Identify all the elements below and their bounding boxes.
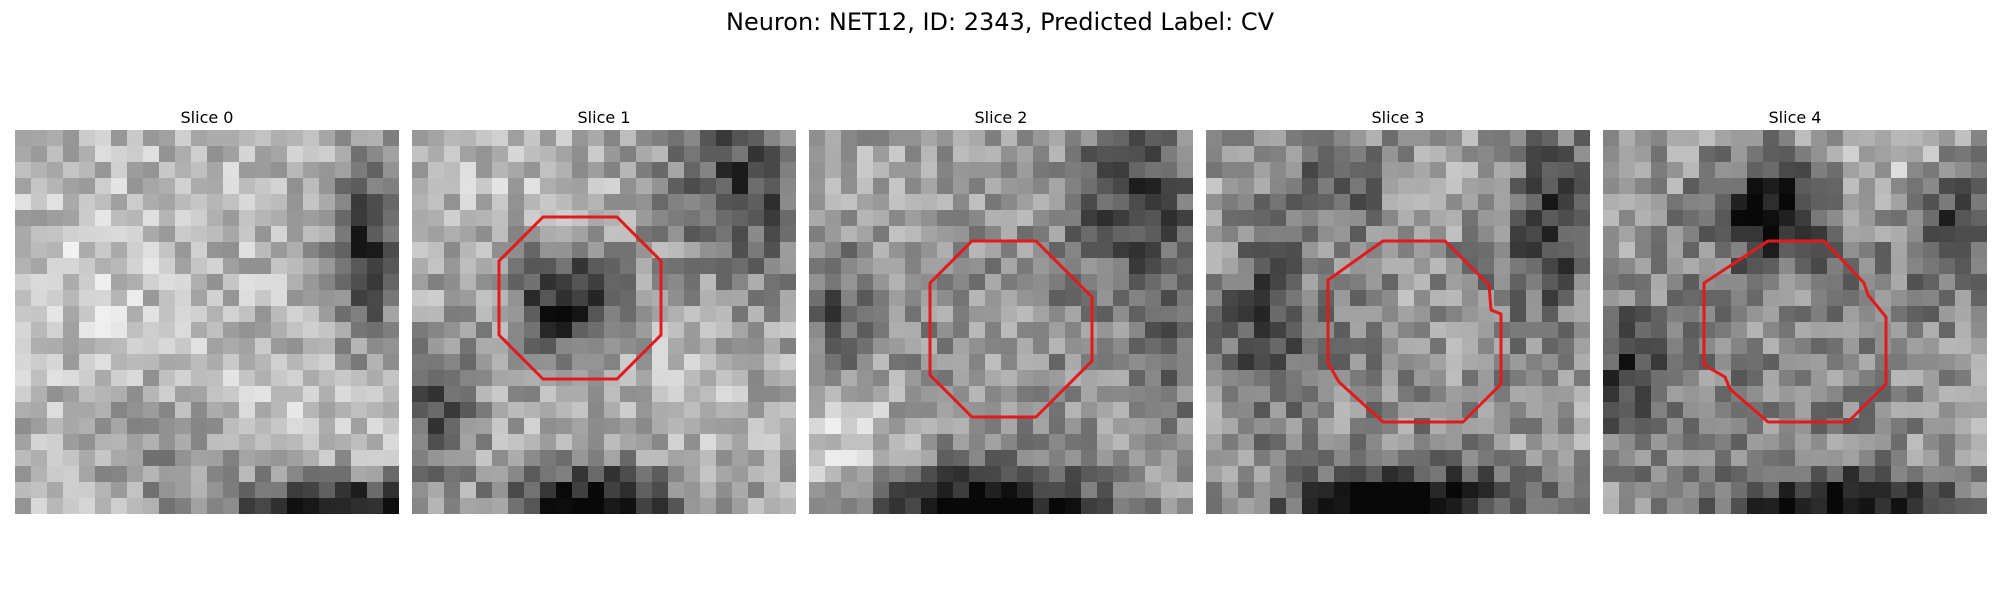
figure-title: Neuron: NET12, ID: 2343, Predicted Label… xyxy=(726,8,1274,36)
slice-panel-3: Slice 3 xyxy=(1206,108,1590,514)
slice-image-2 xyxy=(809,130,1193,514)
slice-2-grayscale-patch xyxy=(809,130,1193,514)
slice-image-0 xyxy=(15,130,399,514)
slice-image-4 xyxy=(1603,130,1987,514)
slice-title-0: Slice 0 xyxy=(180,108,234,127)
pixel-grid xyxy=(1603,130,1987,514)
slice-panel-1: Slice 1 xyxy=(412,108,796,514)
slice-image-1 xyxy=(412,130,796,514)
slice-title-3: Slice 3 xyxy=(1371,108,1425,127)
slice-1-grayscale-patch xyxy=(412,130,796,514)
slice-3-grayscale-patch xyxy=(1206,130,1590,514)
slice-0-grayscale-patch xyxy=(15,130,399,514)
pixel-grid xyxy=(15,130,399,514)
vesicle-contour xyxy=(1326,239,1503,424)
slice-title-1: Slice 1 xyxy=(577,108,631,127)
slice-title-4: Slice 4 xyxy=(1768,108,1822,127)
slice-title-2: Slice 2 xyxy=(974,108,1028,127)
vesicle-contour xyxy=(1702,239,1888,424)
slice-image-3 xyxy=(1206,130,1590,514)
pixel-grid xyxy=(412,130,796,514)
slice-4-grayscale-patch xyxy=(1603,130,1987,514)
pixel-grid xyxy=(1206,130,1590,514)
pixel-grid xyxy=(809,130,1193,514)
slice-panel-0: Slice 0 xyxy=(15,108,399,514)
vesicle-contour xyxy=(928,239,1094,419)
slice-panel-2: Slice 2 xyxy=(809,108,1193,514)
slice-panel-4: Slice 4 xyxy=(1603,108,1987,514)
vesicle-contour xyxy=(497,215,663,381)
